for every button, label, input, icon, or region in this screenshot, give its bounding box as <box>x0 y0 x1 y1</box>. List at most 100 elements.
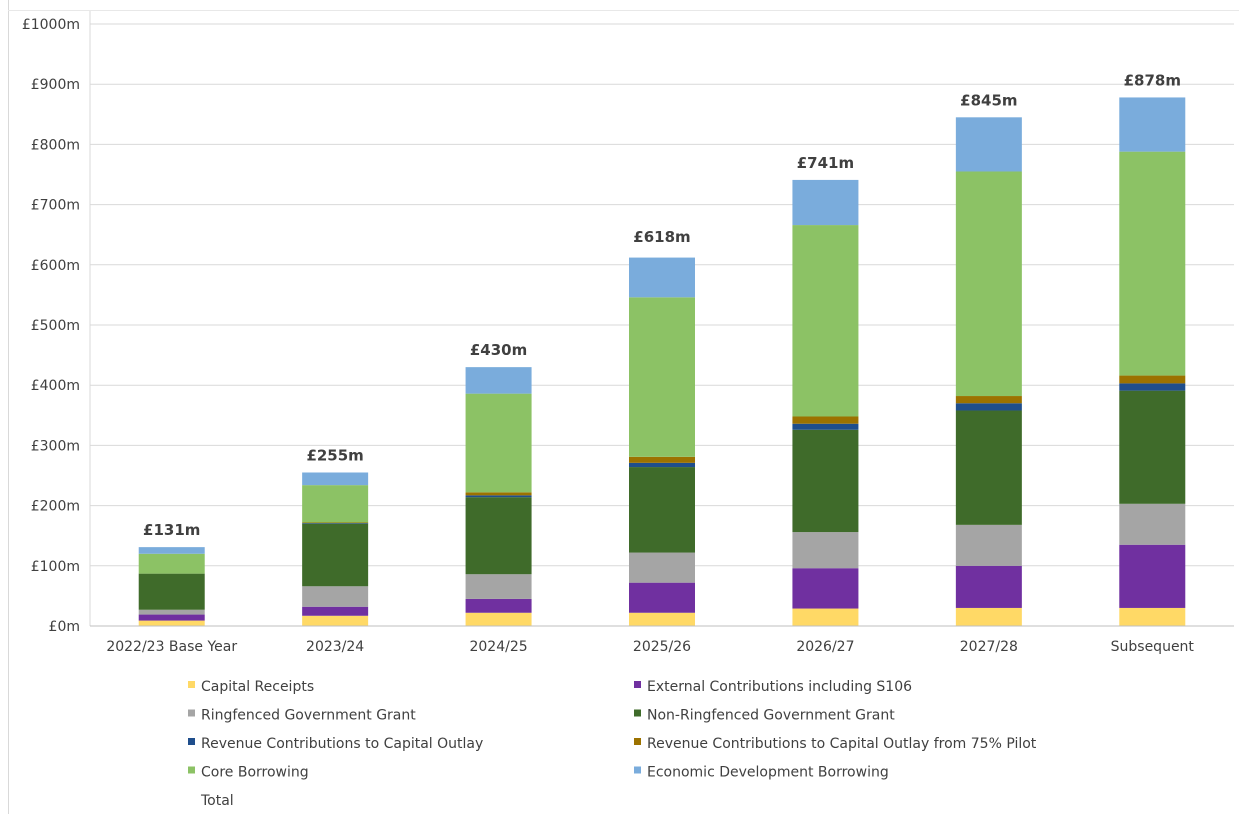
legend-swatch <box>634 681 641 688</box>
y-tick-label: £0m <box>49 619 80 635</box>
bar-segment <box>302 472 369 486</box>
bar-segment <box>955 171 1022 397</box>
bar-segment <box>792 423 859 430</box>
legend-label-total: Total <box>200 793 234 809</box>
total-labels: £131m £255m £430m £618m £741m £845m £878m <box>143 71 1181 539</box>
bar-segment <box>955 607 1022 626</box>
bar-segment <box>1119 151 1186 376</box>
bar-segment <box>465 393 532 493</box>
bar-segment <box>629 582 695 613</box>
chart-frame-top-border <box>8 10 1239 11</box>
legend: Capital Receipts External Contributions i… <box>188 679 1037 809</box>
bar-segment <box>955 396 1022 404</box>
legend-swatch <box>188 738 195 745</box>
bar-segment <box>629 257 695 298</box>
bar-segment <box>629 552 695 583</box>
bar-segment <box>792 179 859 226</box>
total-data-label: £255m <box>306 446 363 464</box>
bar-segment <box>629 612 695 626</box>
legend-label: External Contributions including S106 <box>647 679 912 695</box>
bar-segment <box>302 523 369 587</box>
bar-segment <box>138 547 205 554</box>
bar-segment <box>465 574 532 599</box>
legend-swatch <box>634 709 641 717</box>
y-tick-label: £900m <box>31 77 80 93</box>
y-tick-label: £100m <box>31 559 80 575</box>
bar-segment <box>1119 544 1186 608</box>
legend-swatch <box>188 681 195 688</box>
bar-segment <box>138 573 205 610</box>
legend-label: Revenue Contributions to Capital Outlay <box>201 736 483 752</box>
total-data-label: £430m <box>470 341 527 359</box>
bar-segment <box>792 568 859 609</box>
bar-segment <box>792 416 859 424</box>
bar-segment <box>302 586 369 607</box>
bar-segment <box>792 225 859 417</box>
y-tick-label: £300m <box>31 438 80 454</box>
bar-segment <box>465 612 532 626</box>
bar-segment <box>465 598 532 613</box>
bar-segment <box>1119 503 1186 545</box>
bar-segment <box>792 532 859 569</box>
axes: £0m £100m £200m £300m £400m £500m £600m £700m £8… <box>22 10 1234 655</box>
bar-segment <box>465 497 532 575</box>
legend-label: Capital Receipts <box>201 679 314 695</box>
bar-segment <box>629 462 695 468</box>
bars <box>138 97 1186 626</box>
bar-segment <box>302 615 369 626</box>
y-tick-label: £1000m <box>22 17 80 33</box>
legend-swatch <box>188 709 195 717</box>
bar-segment <box>629 297 695 457</box>
bar-segment <box>792 429 859 533</box>
legend-label: Non-Ringfenced Government Grant <box>647 708 895 724</box>
total-data-label: £845m <box>960 91 1017 109</box>
total-data-label: £618m <box>633 228 690 246</box>
x-tick-label: Subsequent <box>1111 639 1195 655</box>
bar-segment <box>629 467 695 553</box>
y-tick-label: £700m <box>31 198 80 214</box>
bar-segment <box>302 606 369 616</box>
chart-frame-left-border <box>8 0 9 814</box>
y-tick-label: £600m <box>31 258 80 274</box>
legend-label: Ringfenced Government Grant <box>201 708 416 724</box>
y-tick-label: £200m <box>31 499 80 515</box>
total-data-label: £131m <box>143 521 200 539</box>
x-tick-label: 2025/26 <box>633 639 691 655</box>
bar-segment <box>465 495 532 498</box>
bar-segment <box>955 403 1022 411</box>
bar-segment <box>465 492 532 496</box>
bar-segment <box>138 553 205 574</box>
x-tick-label: 2023/24 <box>306 639 364 655</box>
bar-segment <box>302 523 369 524</box>
bar-segment <box>302 485 369 523</box>
legend-swatch <box>188 766 195 774</box>
y-tick-label: £400m <box>31 378 80 394</box>
x-tick-label: 2024/25 <box>469 639 527 655</box>
legend-label: Economic Development Borrowing <box>647 765 889 781</box>
bar-segment <box>955 410 1022 525</box>
legend-swatch <box>634 766 641 774</box>
bar-segment <box>792 608 859 626</box>
legend-label: Revenue Contributions to Capital Outlay … <box>647 736 1037 752</box>
bar-segment <box>1119 375 1186 384</box>
bar-segment <box>138 609 205 615</box>
bar-segment <box>955 117 1022 172</box>
legend-swatch <box>634 738 641 745</box>
total-data-label: £878m <box>1124 71 1181 89</box>
x-tick-label: 2026/27 <box>796 639 854 655</box>
bar-segment <box>955 524 1022 566</box>
legend-label: Core Borrowing <box>201 765 309 781</box>
bar-segment <box>955 565 1022 608</box>
bar-segment <box>629 456 695 463</box>
bar-segment <box>302 522 369 524</box>
x-tick-label: 2022/23 Base Year <box>106 639 237 655</box>
y-tick-label: £500m <box>31 318 80 334</box>
bar-segment <box>1119 607 1186 626</box>
y-tick-label: £800m <box>31 137 80 153</box>
bar-segment <box>1119 390 1186 504</box>
x-tick-label: 2027/28 <box>960 639 1018 655</box>
total-data-label: £741m <box>797 154 854 172</box>
bar-segment <box>1119 383 1186 391</box>
